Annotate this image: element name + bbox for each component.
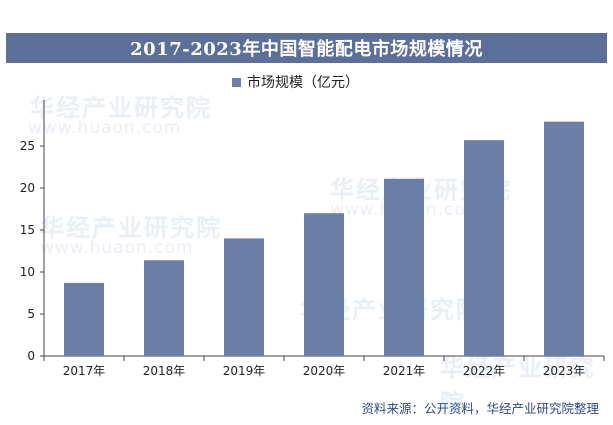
y-tick-label: 5 <box>27 307 35 321</box>
legend-label: 市场规模（亿元） <box>247 75 359 91</box>
y-tick-label: 0 <box>27 349 35 363</box>
bar <box>144 260 184 356</box>
y-tick-label: 15 <box>20 223 35 237</box>
x-tick-label: 2018年 <box>143 364 186 378</box>
bar <box>544 121 584 356</box>
legend: 市场规模（亿元） <box>232 72 359 92</box>
y-tick-label: 10 <box>20 265 35 279</box>
bar <box>384 178 424 356</box>
chart-title: 2017-2023年中国智能配电市场规模情况 <box>130 39 483 60</box>
bar <box>304 213 344 356</box>
watermark-text: 华经产业研究院 <box>40 214 222 242</box>
x-tick-label: 2021年 <box>383 364 426 378</box>
watermark-url: www.huaon.com <box>28 118 182 138</box>
y-tick-label: 25 <box>20 139 35 153</box>
x-tick-label: 2022年 <box>463 364 506 378</box>
x-tick-label: 2019年 <box>223 364 266 378</box>
source-note: 资料来源：公开资料，华经产业研究院整理 <box>361 401 599 416</box>
x-tick-label: 2023年 <box>543 364 586 378</box>
bar <box>64 282 104 356</box>
watermark-text: 华经产业研究院 <box>30 94 212 122</box>
legend-swatch <box>232 77 241 87</box>
x-tick-label: 2017年 <box>63 364 106 378</box>
bar <box>224 238 264 356</box>
watermark-url: www.huaon.com <box>40 238 194 258</box>
chart-title-band: 2017-2023年中国智能配电市场规模情况 <box>6 33 607 63</box>
bar <box>464 140 504 356</box>
x-tick-label: 2020年 <box>303 364 346 378</box>
y-tick-label: 20 <box>20 181 35 195</box>
watermark-text: 华经产业研究院 <box>440 354 596 417</box>
